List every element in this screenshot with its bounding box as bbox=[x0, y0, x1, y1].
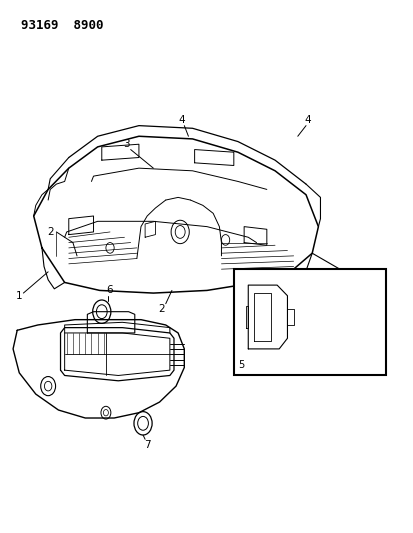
Text: 1: 1 bbox=[16, 290, 23, 301]
Text: 6: 6 bbox=[107, 286, 113, 295]
Text: 5: 5 bbox=[237, 360, 244, 370]
Text: 93169  8900: 93169 8900 bbox=[21, 19, 104, 33]
Text: 4: 4 bbox=[304, 115, 311, 125]
Text: 2: 2 bbox=[47, 227, 53, 237]
Text: 7: 7 bbox=[143, 440, 150, 450]
Bar bbox=[233, 269, 386, 375]
Text: 3: 3 bbox=[123, 139, 130, 149]
Text: 4: 4 bbox=[178, 115, 185, 125]
Text: 2: 2 bbox=[158, 304, 164, 314]
